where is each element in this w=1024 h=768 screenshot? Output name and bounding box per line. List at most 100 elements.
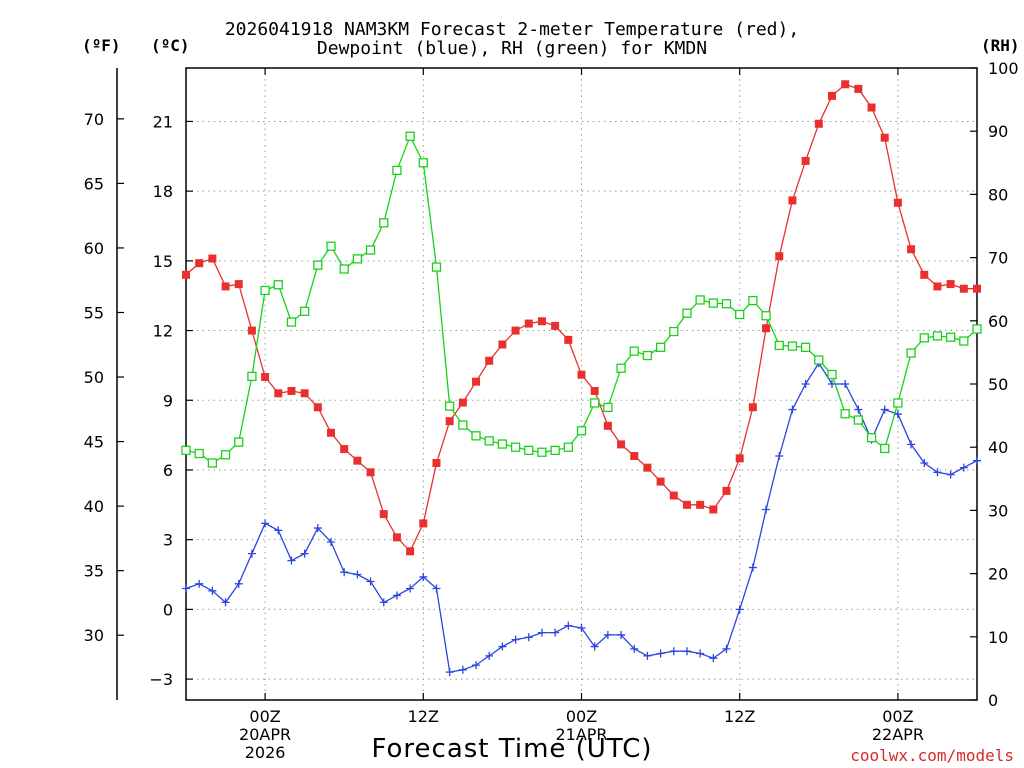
- dewpoint-point: [261, 519, 270, 528]
- temperature-point: [419, 519, 428, 528]
- rh-point: [537, 447, 547, 457]
- fahrenheit-tick-label: 45: [84, 433, 104, 452]
- dewpoint-point: [630, 644, 639, 653]
- dewpoint-point: [709, 654, 718, 663]
- temperature-point: [366, 468, 375, 477]
- dewpoint-point: [748, 563, 757, 572]
- rh-point: [774, 340, 784, 351]
- fahrenheit-tick-label: 70: [84, 110, 104, 129]
- rh-point: [800, 342, 811, 352]
- temperature-point: [788, 196, 797, 205]
- rh-point: [959, 336, 969, 346]
- rh-point: [497, 439, 508, 449]
- temperature-point: [762, 324, 771, 333]
- rh-point: [919, 333, 929, 343]
- dewpoint-point: [643, 651, 652, 660]
- rh-point: [906, 348, 916, 358]
- rh-tick-label: 0: [988, 691, 998, 710]
- dewpoint-point: [458, 665, 467, 674]
- dewpoint-point: [353, 570, 362, 579]
- temperature-point: [867, 103, 876, 112]
- celsius-tick-label: 15: [153, 252, 173, 271]
- dewpoint-point: [920, 459, 929, 467]
- temperature-point: [854, 84, 863, 93]
- time-tick-label: 2026: [245, 743, 286, 762]
- temperature-point: [432, 459, 441, 467]
- dewpoint-point: [234, 579, 243, 588]
- dewpoint-point: [195, 579, 204, 588]
- temperature-point: [907, 245, 916, 254]
- rh-tick-label: 20: [988, 565, 1008, 584]
- celsius-tick-label: −3: [149, 670, 173, 689]
- temperature-point: [669, 491, 678, 500]
- rh-point: [313, 260, 323, 270]
- rh-point: [721, 299, 732, 309]
- rh-point: [471, 431, 481, 441]
- rh-point: [379, 218, 389, 228]
- rh-point: [392, 165, 402, 176]
- temperature-point: [353, 456, 362, 465]
- temperature-point: [498, 340, 507, 349]
- series-layer: [181, 80, 982, 677]
- rh-point: [431, 262, 442, 272]
- rh-point: [458, 420, 468, 430]
- rh-point: [563, 442, 573, 452]
- rh-point: [642, 350, 653, 361]
- rh-point: [365, 245, 376, 255]
- dewpoint-point: [564, 621, 573, 630]
- dewpoint-point: [274, 526, 283, 535]
- temperature-point: [880, 133, 889, 142]
- dewpoint-point: [379, 598, 388, 607]
- rh-point: [220, 450, 231, 460]
- temperature-point: [590, 386, 599, 395]
- temperature-point: [775, 252, 784, 261]
- rh-point: [814, 355, 824, 365]
- temperature-point: [630, 452, 639, 461]
- temperature-point: [327, 428, 336, 437]
- time-tick-label: 00Z: [249, 707, 280, 726]
- temperature-point: [709, 505, 718, 514]
- celsius-tick-label: 6: [163, 461, 173, 480]
- time-tick-label: 22APR: [872, 725, 924, 744]
- dewpoint-point: [524, 633, 533, 642]
- dewpoint-point: [854, 405, 863, 414]
- dewpoint-point: [775, 452, 784, 461]
- rh-point: [708, 298, 718, 308]
- temperature-point: [485, 356, 494, 365]
- dewpoint-point: [551, 628, 560, 637]
- rh-point: [260, 285, 270, 296]
- temperature-point: [735, 454, 744, 463]
- temperature-point: [300, 389, 309, 398]
- temperature-point: [696, 500, 705, 509]
- dewpoint-point: [682, 647, 691, 656]
- temperature-point: [313, 403, 322, 412]
- rh-point: [629, 346, 639, 356]
- rh-tick-label: 40: [988, 438, 1008, 457]
- rh-tick-label: 50: [988, 375, 1008, 394]
- rh-tick-label: 90: [988, 122, 1008, 141]
- rh-point: [932, 331, 943, 341]
- dewpoint-point: [485, 651, 494, 660]
- temperature-point: [577, 370, 586, 379]
- temperature-point: [247, 326, 256, 335]
- temperature-point: [973, 284, 981, 293]
- dewpoint-point: [472, 661, 481, 670]
- rh-point: [827, 369, 837, 380]
- rh-point: [550, 445, 560, 456]
- temperature-point: [827, 91, 836, 100]
- temperature-point: [182, 270, 190, 279]
- dewpoint-point: [327, 538, 336, 546]
- fahrenheit-tick-label: 50: [84, 368, 104, 387]
- temperature-point: [603, 421, 612, 430]
- chart-title-line2: Dewpoint (blue), RH (green) for KMDN: [316, 38, 708, 59]
- rh-point: [787, 341, 798, 351]
- dewpoint-point: [669, 647, 678, 656]
- rh-point: [286, 317, 297, 327]
- rh-tick-label: 10: [988, 628, 1008, 647]
- rh-point: [510, 442, 521, 452]
- rh-point: [576, 426, 587, 436]
- rh-point: [880, 443, 890, 454]
- chart-title-line1: 2026041918 NAM3KM Forecast 2-meter Tempe…: [224, 19, 800, 40]
- temperature-point: [656, 477, 665, 486]
- x-axis-label: Forecast Time (UTC): [371, 734, 653, 764]
